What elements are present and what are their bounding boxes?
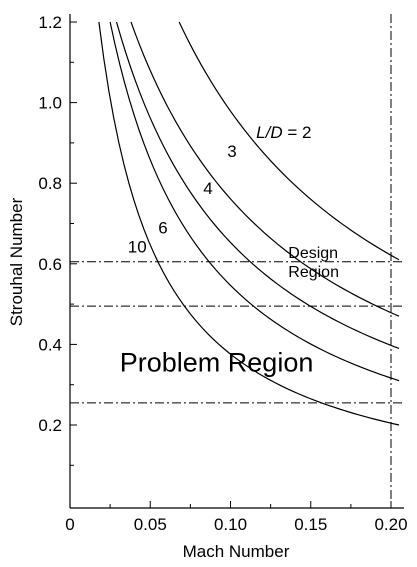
y-tick-label-5: 1.2	[38, 13, 62, 32]
x-tick-label-3: 0.15	[294, 515, 327, 534]
curve-label-4: 10	[128, 238, 147, 257]
curve-4	[115, 21, 400, 349]
curve-10	[98, 21, 400, 426]
y-axis-title: Strouhal Number	[7, 197, 26, 326]
y-tick-label-0: 0.2	[38, 416, 62, 435]
reference-lines	[70, 14, 404, 508]
curve-group	[98, 21, 400, 426]
x-tick-label-4: 0.20	[374, 515, 407, 534]
curve-label-3: 6	[158, 219, 167, 238]
tick-group: 0 0.05 0.10 0.15 0.20 0.2 0.4 0.6 0.8 1.0 1.2	[38, 13, 407, 534]
x-axis-title: Mach Number	[183, 542, 290, 561]
curve-label-0: L/D = 2	[256, 123, 311, 142]
y-tick-label-4: 1.0	[38, 94, 62, 113]
curve-L-D-2	[178, 21, 400, 261]
annotation-problem-region: Problem Region	[120, 347, 314, 377]
curve-label-ld-value: = 2	[283, 123, 312, 142]
x-tick-label-1: 0.05	[134, 515, 167, 534]
x-tick-label-2: 0.10	[214, 515, 247, 534]
y-tick-label-2: 0.6	[38, 255, 62, 274]
curve-label-1: 3	[227, 142, 236, 161]
annotation-design: Design	[288, 245, 338, 262]
curve-label-2: 4	[203, 179, 212, 198]
x-tick-label-0: 0	[65, 515, 74, 534]
y-tick-label-3: 0.8	[38, 174, 62, 193]
curve-3	[130, 21, 400, 317]
curve-label-ld-prefix: L/D	[256, 123, 282, 142]
annotation-region: Region	[288, 264, 339, 281]
label-group: L/D = 2 34 6 10 Design Region Problem Region	[120, 123, 339, 377]
y-tick-label-1: 0.4	[38, 335, 62, 354]
curve-6	[109, 21, 400, 382]
